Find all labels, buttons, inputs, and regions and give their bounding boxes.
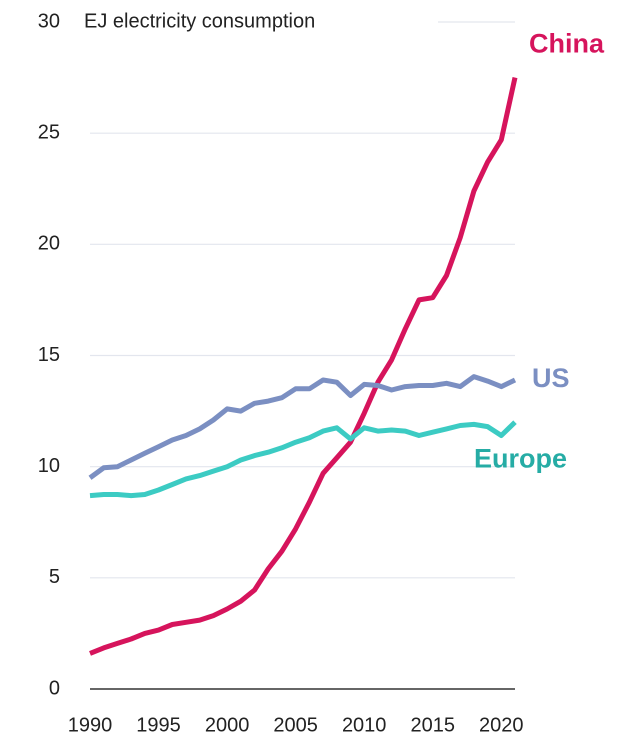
series-line (88, 374, 517, 480)
x-tick-label: 2000 (205, 714, 250, 736)
series-label: China (529, 29, 605, 59)
y-tick-label: 30 (38, 10, 60, 32)
series-line (89, 420, 517, 499)
y-tick-label: 20 (38, 233, 60, 255)
x-tick-label: 1990 (68, 714, 113, 736)
x-tick-label: 2005 (273, 714, 318, 736)
y-tick-label: 25 (38, 121, 60, 143)
x-tick-label: 2015 (410, 714, 455, 736)
x-tick-label: 1995 (136, 714, 181, 736)
y-tick-label: 15 (38, 344, 60, 366)
y-tick-label: 5 (49, 566, 60, 588)
y-tick-label: 10 (38, 455, 60, 477)
y-tick-label: 0 (49, 677, 60, 699)
series-label: US (532, 363, 570, 393)
series-label: Europe (474, 443, 567, 473)
x-tick-label: 2010 (342, 714, 387, 736)
series-line (89, 77, 518, 656)
x-tick-label: 2020 (479, 714, 524, 736)
y-axis-label: EJ electricity consumption (84, 10, 315, 32)
